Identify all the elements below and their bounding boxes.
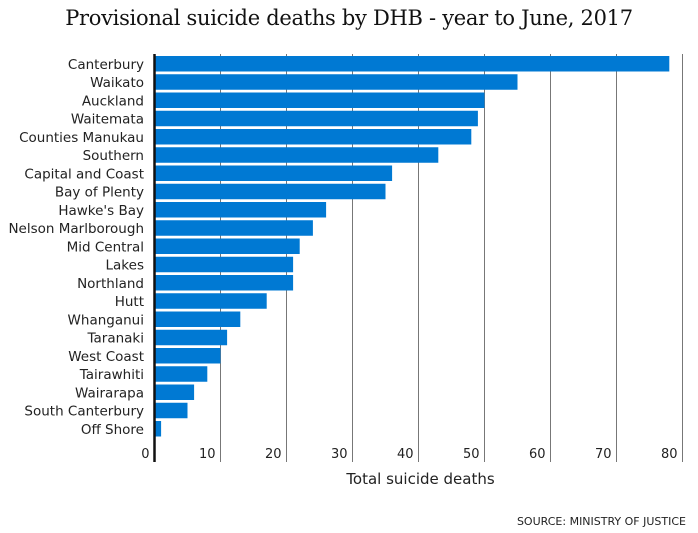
category-label: Wairarapa: [75, 385, 144, 401]
bar: [154, 293, 267, 309]
category-label: Tairawhiti: [79, 367, 144, 383]
bar: [154, 275, 294, 291]
category-label: Waitemata: [71, 112, 144, 128]
bar: [154, 402, 188, 419]
x-tick-label: 30: [331, 447, 348, 462]
x-tick-label: 60: [529, 447, 546, 462]
category-label: Waikato: [90, 75, 144, 91]
x-tick-label: 80: [661, 447, 678, 462]
x-tick-label: 20: [265, 447, 282, 462]
bar: [154, 256, 294, 273]
bar: [154, 421, 162, 437]
category-label: Southern: [83, 148, 144, 164]
bar: [154, 348, 221, 364]
source-note: SOURCE: MINISTRY OF JUSTICE: [516, 515, 686, 528]
category-label: Lakes: [106, 258, 144, 274]
tick-labels: 0 10 20 30 40 50 60 70 80: [141, 447, 677, 462]
category-label: Auckland: [82, 93, 144, 109]
category-label: South Canterbury: [24, 404, 144, 420]
bar: [154, 147, 439, 163]
category-labels: Canterbury Waikato Auckland Waitemata Counti…: [8, 57, 144, 438]
category-label: Canterbury: [68, 57, 144, 73]
category-label: Off Shore: [81, 422, 144, 438]
chart-title: Provisional suicide deaths by DHB - year…: [65, 6, 633, 30]
bar: [154, 202, 327, 218]
bar: [154, 238, 300, 254]
category-label: Northland: [77, 276, 144, 292]
bar: [154, 311, 241, 327]
x-tick-label: 10: [199, 447, 216, 462]
category-label: Whanganui: [68, 312, 144, 328]
bar: [154, 92, 485, 108]
category-label: Mid Central: [67, 239, 144, 255]
x-tick-label: 70: [595, 447, 612, 462]
category-label: Hutt: [115, 294, 144, 310]
bar: [154, 74, 518, 90]
category-label: Counties Manukau: [19, 130, 144, 146]
bar: [154, 220, 313, 236]
bar: [154, 110, 478, 127]
bar: [154, 183, 386, 200]
category-label: West Coast: [68, 349, 144, 365]
bar: [154, 129, 472, 145]
category-label: Capital and Coast: [24, 166, 144, 182]
bar: [154, 329, 228, 346]
category-label: Hawke's Bay: [58, 203, 144, 219]
bars: [154, 56, 670, 437]
x-tick-label: 0: [141, 447, 149, 462]
category-label: Bay of Plenty: [55, 185, 144, 201]
x-tick-label: 40: [397, 447, 414, 462]
bar: [154, 165, 393, 181]
bar: [154, 56, 670, 72]
x-axis-title: Total suicide deaths: [345, 470, 495, 488]
bar: [154, 366, 208, 382]
bar: [154, 384, 195, 400]
category-label: Taranaki: [86, 331, 144, 347]
x-tick-label: 50: [463, 447, 480, 462]
category-label: Nelson Marlborough: [8, 221, 144, 237]
